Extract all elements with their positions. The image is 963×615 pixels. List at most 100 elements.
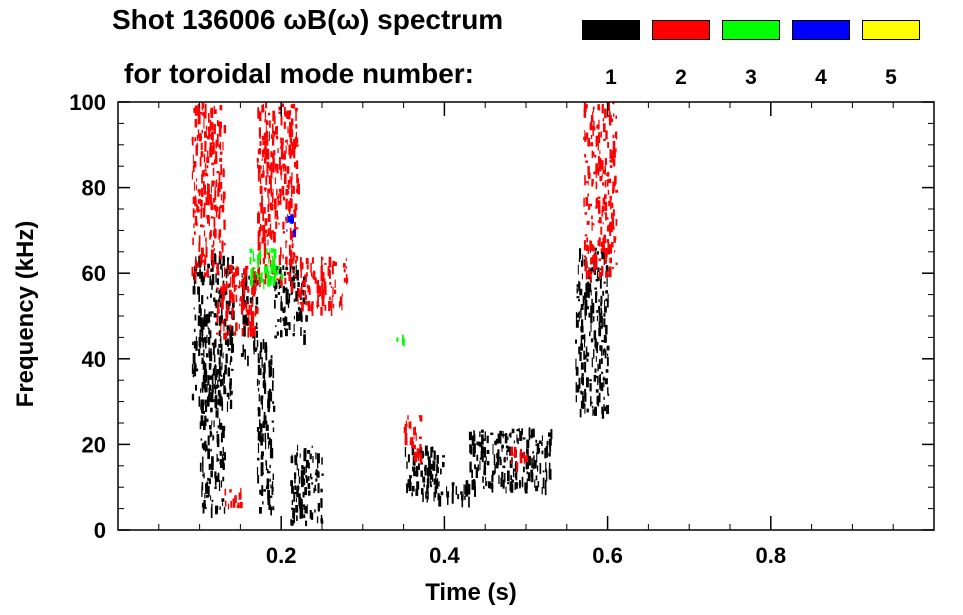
spectrum-mark-mode-2 <box>607 102 610 112</box>
spectrum-mark-mode-2 <box>212 197 216 203</box>
spectrum-mark-mode-1 <box>576 296 580 299</box>
spectrum-mark-mode-1 <box>296 452 298 457</box>
spectrum-mark-mode-1 <box>204 387 207 393</box>
spectrum-mark-mode-1 <box>419 447 423 457</box>
spectrum-mark-mode-1 <box>579 352 582 361</box>
spectrum-mark-mode-1 <box>296 276 299 281</box>
spectrum-mark-mode-1 <box>440 491 444 496</box>
spectrum-mark-mode-2 <box>222 249 224 253</box>
spectrum-mark-mode-1 <box>226 327 228 336</box>
spectrum-mark-mode-1 <box>586 408 589 413</box>
spectrum-mark-mode-2 <box>212 143 215 154</box>
spectrum-mark-mode-1 <box>295 264 297 273</box>
spectrum-mark-mode-1 <box>484 462 487 465</box>
spectrum-mark-mode-2 <box>585 104 588 109</box>
spectrum-mark-mode-2 <box>275 221 278 229</box>
spectrum-mark-mode-1 <box>600 382 604 392</box>
spectrum-mark-mode-2 <box>278 111 281 114</box>
spectrum-mark-mode-1 <box>580 343 584 351</box>
spectrum-mark-mode-2 <box>257 148 260 155</box>
spectrum-mark-mode-1 <box>605 290 608 294</box>
spectrum-mark-mode-2 <box>215 180 218 188</box>
spectrum-mark-mode-1 <box>276 331 279 336</box>
spectrum-mark-mode-1 <box>282 265 285 270</box>
spectrum-mark-mode-2 <box>222 191 226 200</box>
spectrum-mark-mode-1 <box>219 451 222 456</box>
spectrum-mark-mode-2 <box>264 218 268 226</box>
spectrum-mark-mode-2 <box>301 280 303 287</box>
spectrum-mark-mode-1 <box>515 470 518 481</box>
spectrum-mark-mode-2 <box>328 256 332 268</box>
spectrum-mark-mode-1 <box>500 477 503 487</box>
spectrum-mark-mode-2 <box>607 189 610 195</box>
spectrum-mark-mode-1 <box>212 345 215 356</box>
spectrum-mark-mode-2 <box>207 135 210 140</box>
spectrum-mark-mode-1 <box>261 451 264 455</box>
spectrum-mark-mode-1 <box>210 362 212 368</box>
spectrum-mark-mode-2 <box>234 495 237 503</box>
spectrum-mark-mode-1 <box>302 491 305 498</box>
spectrum-mark-mode-1 <box>194 314 197 321</box>
spectrum-mark-mode-2 <box>204 134 207 137</box>
spectrum-mark-mode-1 <box>272 506 275 511</box>
spectrum-mark-mode-2 <box>280 165 283 176</box>
spectrum-mark-mode-1 <box>208 387 211 398</box>
spectrum-mark-mode-1 <box>422 493 424 502</box>
spectrum-mark-mode-1 <box>280 317 282 323</box>
spectrum-mark-mode-1 <box>218 371 220 382</box>
spectrum-mark-mode-1 <box>586 377 589 388</box>
spectrum-mark-mode-2 <box>586 237 588 243</box>
spectrum-mark-mode-2 <box>602 237 605 243</box>
spectrum-mark-mode-1 <box>270 439 273 450</box>
spectrum-mark-mode-1 <box>267 432 269 440</box>
spectrum-mark-mode-1 <box>219 422 223 430</box>
spectrum-mark-mode-1 <box>597 267 600 272</box>
spectrum-mark-mode-1 <box>226 401 229 412</box>
spectrum-mark-mode-1 <box>535 443 538 446</box>
spectrum-mark-mode-2 <box>604 194 607 199</box>
spectrum-mark-mode-1 <box>550 429 553 440</box>
spectrum-mark-mode-1 <box>537 465 539 472</box>
spectrum-mark-mode-1 <box>263 411 266 416</box>
spectrum-mark-mode-1 <box>597 396 600 399</box>
spectrum-mark-mode-2 <box>233 281 235 288</box>
spectrum-mark-mode-3 <box>272 276 276 286</box>
spectrum-mark-mode-1 <box>416 481 420 490</box>
spectrum-mark-mode-2 <box>234 331 237 336</box>
spectrum-mark-mode-2 <box>613 158 615 168</box>
spectrum-mark-mode-1 <box>215 410 219 418</box>
spectrum-mark-mode-1 <box>592 408 594 416</box>
spectrum-mark-mode-1 <box>222 446 224 456</box>
spectrum-mark-mode-2 <box>306 284 309 289</box>
spectrum-mark-mode-2 <box>208 126 211 132</box>
series-mode-3 <box>249 248 405 347</box>
spectrum-mark-mode-1 <box>483 465 487 476</box>
spectrum-mark-mode-3 <box>277 265 280 269</box>
spectrum-mark-mode-1 <box>541 450 544 455</box>
spectrum-mark-mode-1 <box>204 399 207 404</box>
spectrum-mark-mode-1 <box>215 505 218 515</box>
spectrum-mark-mode-1 <box>255 326 258 329</box>
spectrum-mark-mode-2 <box>595 163 599 174</box>
spectrum-mark-mode-3 <box>259 249 262 254</box>
spectrum-mark-mode-1 <box>490 482 494 489</box>
spectrum-mark-mode-1 <box>218 316 222 326</box>
spectrum-mark-mode-1 <box>514 482 517 490</box>
spectrum-mark-mode-1 <box>528 455 531 466</box>
spectrum-mark-mode-1 <box>579 248 582 260</box>
spectrum-mark-mode-1 <box>584 355 587 360</box>
spectrum-mark-mode-1 <box>591 267 594 271</box>
spectrum-mark-mode-2 <box>595 197 598 204</box>
spectrum-mark-mode-2 <box>316 306 318 309</box>
spectrum-mark-mode-2 <box>202 207 206 218</box>
spectrum-mark-mode-1 <box>210 495 212 501</box>
spectrum-mark-mode-1 <box>222 255 225 266</box>
spectrum-mark-mode-2 <box>597 124 599 130</box>
spectrum-mark-mode-1 <box>257 431 260 437</box>
spectrum-mark-mode-1 <box>519 431 523 441</box>
spectrum-mark-mode-2 <box>211 162 214 166</box>
spectrum-mark-mode-2 <box>592 126 596 131</box>
spectrum-mark-mode-1 <box>216 278 219 285</box>
spectrum-mark-mode-1 <box>211 499 214 503</box>
spectrum-mark-mode-2 <box>276 278 279 281</box>
